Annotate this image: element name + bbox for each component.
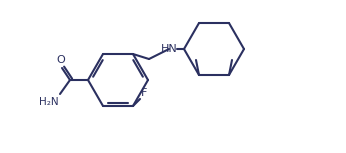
Text: HN: HN xyxy=(161,44,177,54)
Text: H₂N: H₂N xyxy=(39,97,59,107)
Text: O: O xyxy=(57,55,65,65)
Text: F: F xyxy=(141,88,147,98)
